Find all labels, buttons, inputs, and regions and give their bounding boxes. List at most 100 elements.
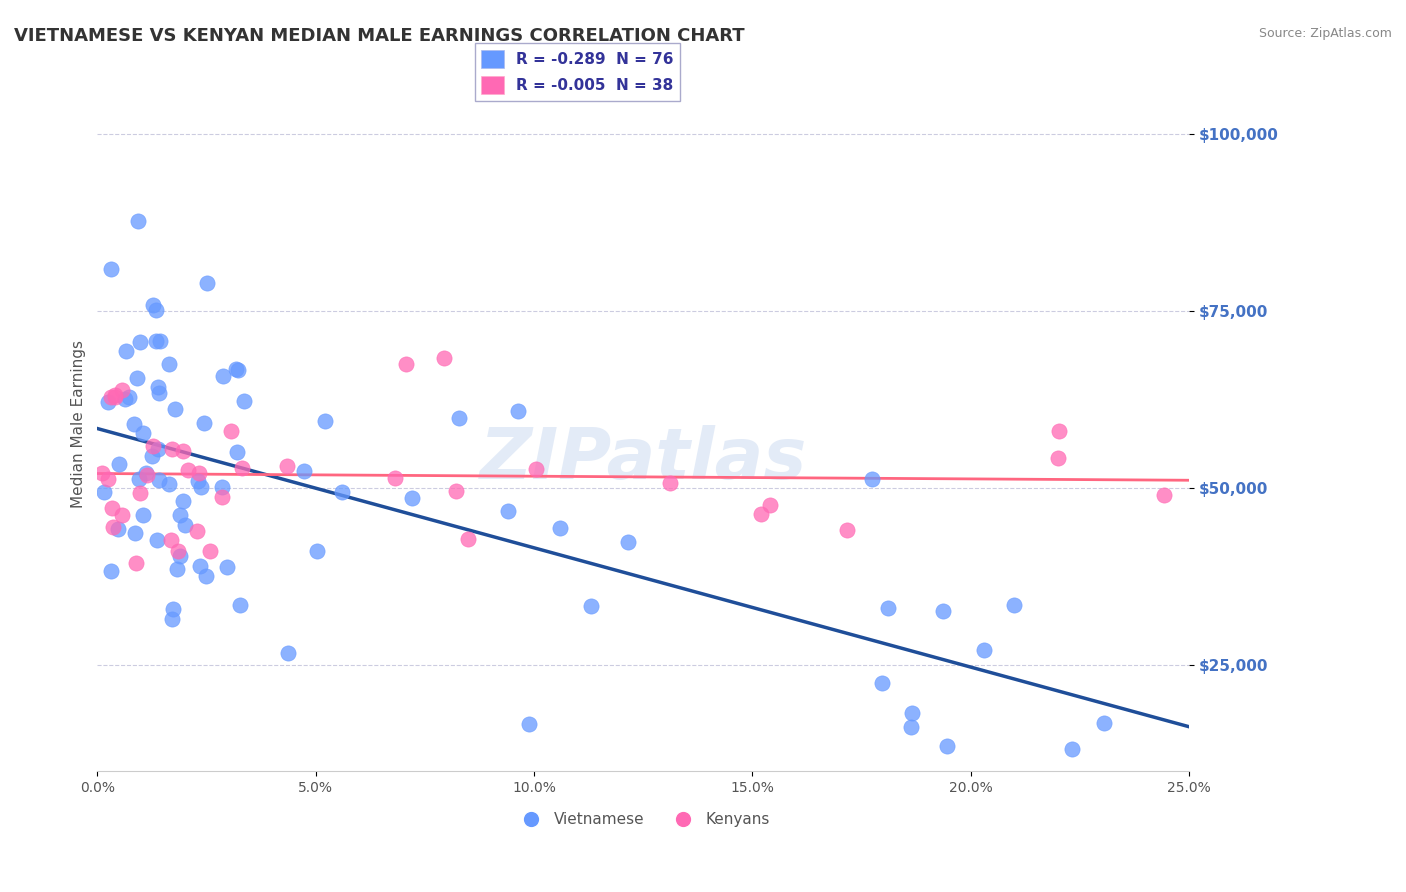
Kenyans xyxy=(90,466,112,480)
Kenyans xyxy=(524,462,547,476)
Kenyans xyxy=(125,556,148,570)
Vietnamese xyxy=(232,393,254,408)
Vietnamese xyxy=(217,560,239,574)
Vietnamese xyxy=(128,472,150,486)
Vietnamese xyxy=(108,457,131,471)
Vietnamese xyxy=(122,417,145,431)
Kenyans xyxy=(659,475,682,490)
Vietnamese xyxy=(97,395,120,409)
Vietnamese xyxy=(305,544,328,558)
Kenyans xyxy=(1046,450,1069,465)
Vietnamese xyxy=(125,371,148,385)
Vietnamese xyxy=(173,517,195,532)
Vietnamese xyxy=(172,493,194,508)
Vietnamese xyxy=(148,473,170,487)
Kenyans xyxy=(101,520,124,534)
Vietnamese xyxy=(166,562,188,576)
Vietnamese xyxy=(932,604,955,618)
Kenyans xyxy=(160,533,183,547)
Vietnamese xyxy=(93,484,115,499)
Vietnamese xyxy=(157,477,180,491)
Vietnamese xyxy=(132,508,155,522)
Kenyans xyxy=(219,424,242,438)
Vietnamese xyxy=(870,676,893,690)
Kenyans xyxy=(395,357,418,371)
Vietnamese xyxy=(162,602,184,616)
Kenyans xyxy=(111,508,134,522)
Kenyans xyxy=(128,485,150,500)
Kenyans xyxy=(457,532,479,546)
Kenyans xyxy=(231,461,253,475)
Kenyans xyxy=(100,391,122,405)
Vietnamese xyxy=(169,508,191,523)
Vietnamese xyxy=(229,598,252,612)
Vietnamese xyxy=(135,466,157,480)
Kenyans xyxy=(186,524,208,538)
Kenyans xyxy=(444,484,467,499)
Vietnamese xyxy=(146,379,169,393)
Kenyans xyxy=(177,463,200,477)
Vietnamese xyxy=(901,706,924,720)
Vietnamese xyxy=(118,390,141,404)
Kenyans xyxy=(104,391,127,405)
Vietnamese xyxy=(169,549,191,563)
Vietnamese xyxy=(860,472,883,486)
Vietnamese xyxy=(160,612,183,626)
Vietnamese xyxy=(165,402,187,417)
Vietnamese xyxy=(127,214,149,228)
Kenyans xyxy=(835,523,858,537)
Text: VIETNAMESE VS KENYAN MEDIAN MALE EARNINGS CORRELATION CHART: VIETNAMESE VS KENYAN MEDIAN MALE EARNING… xyxy=(14,27,745,45)
Vietnamese xyxy=(146,442,169,457)
Vietnamese xyxy=(548,521,571,535)
Kenyans xyxy=(276,459,298,474)
Vietnamese xyxy=(149,334,172,348)
Vietnamese xyxy=(1092,715,1115,730)
Vietnamese xyxy=(157,357,180,371)
Vietnamese xyxy=(330,485,353,500)
Vietnamese xyxy=(498,504,520,518)
Vietnamese xyxy=(190,558,212,573)
Vietnamese xyxy=(145,303,167,318)
Vietnamese xyxy=(212,368,235,383)
Vietnamese xyxy=(190,480,212,494)
Vietnamese xyxy=(195,568,218,582)
Kenyans xyxy=(751,508,773,522)
Vietnamese xyxy=(277,646,299,660)
Vietnamese xyxy=(100,565,122,579)
Vietnamese xyxy=(936,739,959,753)
Text: Source: ZipAtlas.com: Source: ZipAtlas.com xyxy=(1258,27,1392,40)
Kenyans xyxy=(384,471,406,485)
Kenyans xyxy=(172,444,194,458)
Vietnamese xyxy=(129,335,152,350)
Y-axis label: Median Male Earnings: Median Male Earnings xyxy=(72,341,86,508)
Text: ZIPatlas: ZIPatlas xyxy=(479,425,807,493)
Kenyans xyxy=(211,490,233,504)
Vietnamese xyxy=(876,601,898,615)
Kenyans xyxy=(758,498,780,512)
Vietnamese xyxy=(195,276,218,290)
Vietnamese xyxy=(1060,741,1083,756)
Kenyans xyxy=(167,544,190,558)
Vietnamese xyxy=(226,363,249,377)
Legend: Vietnamese, Kenyans: Vietnamese, Kenyans xyxy=(510,805,776,833)
Vietnamese xyxy=(124,526,146,541)
Vietnamese xyxy=(517,716,540,731)
Vietnamese xyxy=(193,416,215,430)
Vietnamese xyxy=(506,404,529,418)
Kenyans xyxy=(1047,424,1070,438)
Kenyans xyxy=(187,466,209,480)
Kenyans xyxy=(111,383,134,397)
Vietnamese xyxy=(225,361,247,376)
Vietnamese xyxy=(114,392,136,406)
Vietnamese xyxy=(100,261,122,276)
Vietnamese xyxy=(107,522,129,536)
Vietnamese xyxy=(401,491,423,505)
Vietnamese xyxy=(145,334,167,348)
Kenyans xyxy=(198,544,221,558)
Kenyans xyxy=(433,351,456,366)
Kenyans xyxy=(104,387,127,401)
Vietnamese xyxy=(114,344,136,359)
Kenyans xyxy=(1153,488,1175,502)
Vietnamese xyxy=(146,533,169,548)
Vietnamese xyxy=(973,643,995,657)
